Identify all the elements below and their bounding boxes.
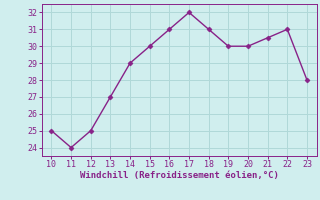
X-axis label: Windchill (Refroidissement éolien,°C): Windchill (Refroidissement éolien,°C) xyxy=(80,171,279,180)
